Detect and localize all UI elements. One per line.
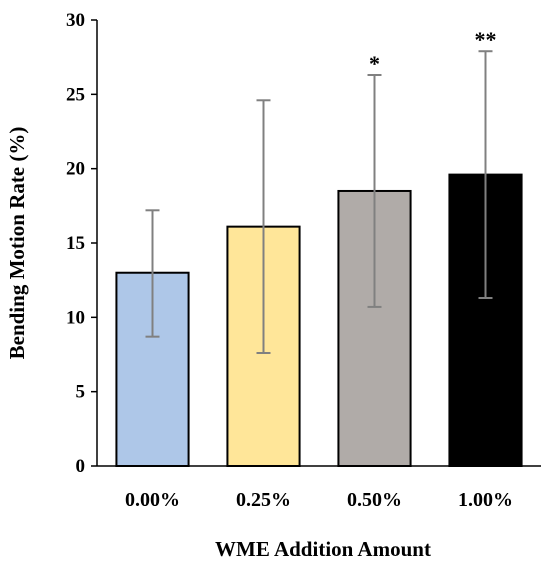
y-axis-title: Bending Motion Rate (%) <box>5 127 29 360</box>
x-tick-label: 0.25% <box>236 489 291 511</box>
y-tick-label: 5 <box>76 382 86 403</box>
y-tick-label: 25 <box>66 84 85 105</box>
significance-marker: ** <box>475 27 497 52</box>
y-tick-label: 30 <box>66 10 85 31</box>
y-tick-label: 10 <box>66 307 85 328</box>
y-tick-label: 20 <box>66 159 85 180</box>
plot-area: 0 5 10 15 20 25 30 0.00% 0.25% * 0.50% ** 1.00% <box>66 10 541 511</box>
x-tick-label: 1.00% <box>458 489 513 511</box>
y-tick-label: 15 <box>66 233 85 254</box>
significance-marker: * <box>369 51 380 76</box>
x-axis-title: WME Addition Amount <box>215 537 431 561</box>
x-tick-label: 0.50% <box>347 489 402 511</box>
y-tick-label: 0 <box>76 456 86 477</box>
x-tick-label: 0.00% <box>125 489 180 511</box>
